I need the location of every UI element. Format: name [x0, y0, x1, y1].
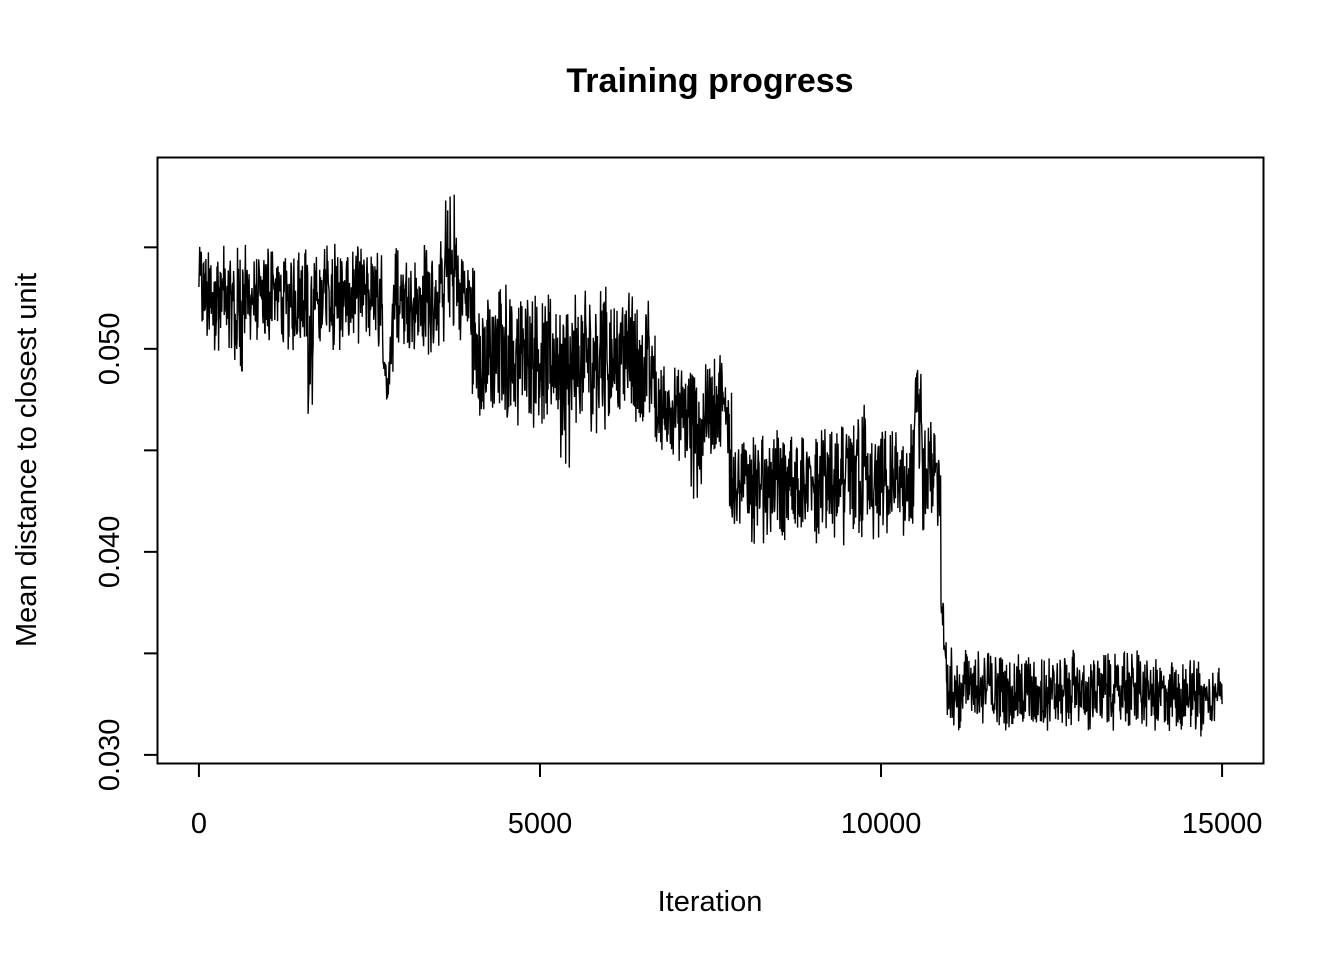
x-tick-label: 5000 — [508, 808, 573, 840]
x-axis-label: Iteration — [658, 886, 763, 918]
x-tick-label: 10000 — [841, 808, 922, 840]
y-tick-label: 0.030 — [94, 719, 126, 792]
y-axis-label: Mean distance to closest unit — [11, 273, 43, 647]
y-tick-label: 0.050 — [94, 313, 126, 386]
x-tick-label: 0 — [191, 808, 207, 840]
plot-frame — [156, 156, 1265, 765]
x-tick-label: 15000 — [1182, 808, 1263, 840]
series-line — [198, 194, 1223, 737]
y-axis: 0.030 0.040 0.050 — [94, 246, 158, 792]
chart-title: Training progress — [566, 62, 853, 100]
x-axis: 0 5000 10000 15000 — [191, 763, 1263, 840]
y-tick-label: 0.040 — [94, 516, 126, 589]
series-group — [198, 194, 1223, 737]
